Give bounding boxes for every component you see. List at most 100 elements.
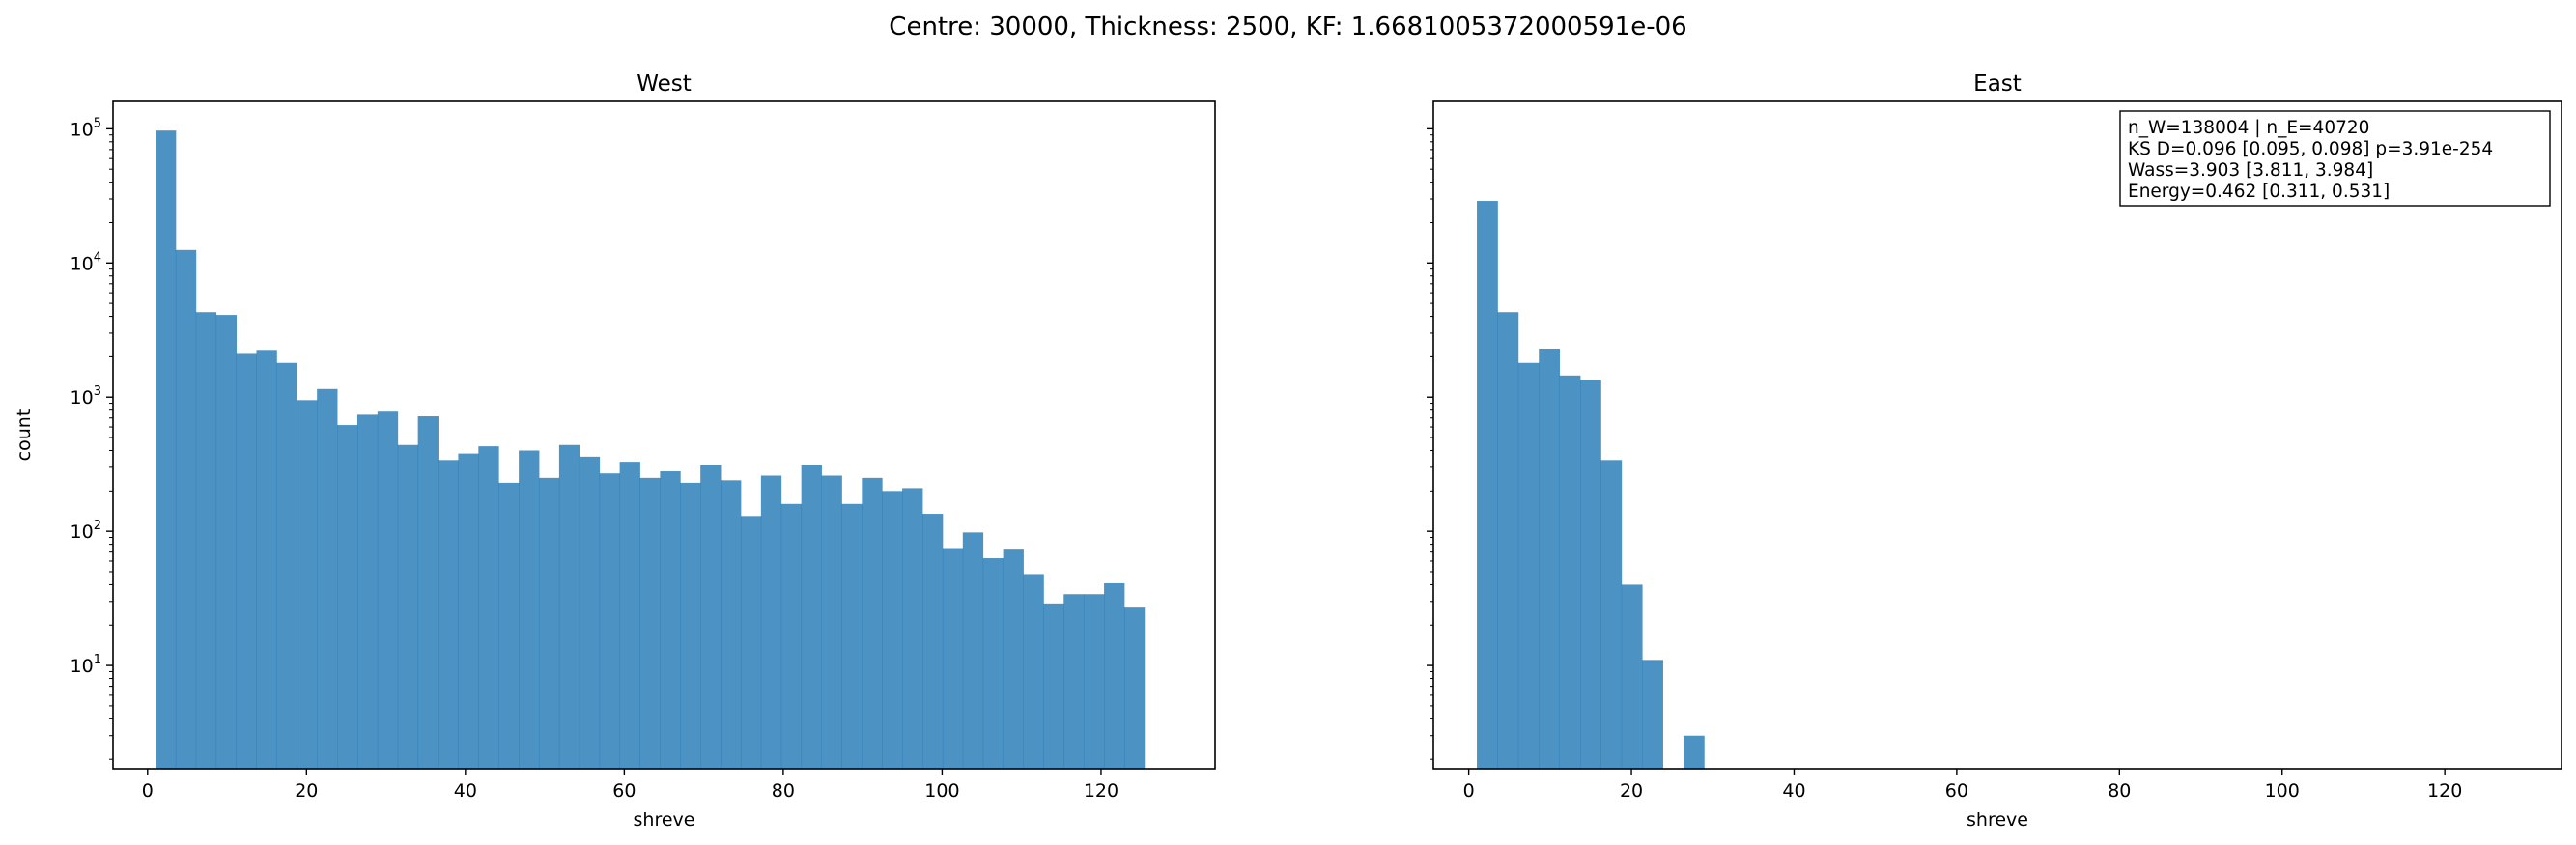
west-bar	[841, 503, 863, 769]
west-bar	[539, 477, 560, 769]
west-bar	[1063, 594, 1085, 769]
west-bar	[478, 446, 499, 769]
east-bar	[1539, 348, 1561, 769]
west-y-tick-label: 105	[71, 116, 101, 140]
east-title: East	[1973, 71, 2022, 97]
west-bar	[579, 456, 601, 769]
west-bar	[1003, 549, 1024, 769]
east-bar	[1517, 362, 1540, 769]
west-bar	[619, 462, 640, 769]
west-y-tick-label: 104	[71, 250, 101, 274]
east-bar	[1559, 375, 1581, 769]
west-bar	[297, 400, 318, 769]
east-bar	[1477, 201, 1498, 770]
west-bar	[721, 480, 742, 769]
west-bar	[962, 532, 984, 769]
west-bar	[215, 315, 237, 769]
west-title: West	[637, 71, 692, 97]
east-bar	[1621, 584, 1643, 769]
east-bar	[1642, 660, 1663, 769]
west-bar	[558, 444, 580, 769]
west-bar	[780, 503, 803, 769]
west-x-tick-label: 20	[295, 780, 318, 802]
west-bar	[760, 475, 782, 769]
west-bar	[942, 548, 964, 769]
west-bar	[397, 444, 419, 769]
west-bar	[256, 350, 277, 769]
east-x-tick-label: 40	[1782, 780, 1805, 802]
west-bar	[1084, 594, 1105, 769]
east-axes-frame	[1432, 100, 2562, 770]
stats-annotation-line: Energy=0.462 [0.311, 0.531]	[2128, 182, 2390, 202]
east-x-tick-label: 60	[1945, 780, 1968, 802]
west-x-ticks: 0 20 40 60 80 100 120	[142, 769, 1118, 802]
west-bar	[700, 465, 722, 769]
west-bar	[276, 362, 297, 769]
west-x-tick-label: 120	[1084, 780, 1118, 802]
west-x-tick-label: 80	[772, 780, 795, 802]
west-bar	[801, 465, 822, 769]
east-bar	[1497, 312, 1519, 769]
west-bar	[902, 488, 923, 769]
west-bar	[1123, 607, 1146, 769]
east-y-ticks	[1427, 127, 1433, 760]
west-bars	[156, 130, 1146, 770]
west-x-axis-label: shreve	[634, 809, 695, 831]
stats-annotation-box	[2119, 110, 2551, 207]
east-x-tick-label: 80	[2108, 780, 2131, 802]
west-bar	[1104, 582, 1125, 769]
east-bars	[1477, 201, 1705, 770]
west-bar	[821, 475, 842, 769]
stats-annotation-line: n_W=138004 | n_E=40720	[2128, 118, 2369, 138]
west-bar	[356, 414, 379, 769]
east-x-tick-label: 120	[2427, 780, 2462, 802]
east-x-tick-label: 0	[1463, 780, 1475, 802]
east-x-ticks: 0 20 40 60 80 100 120	[1463, 769, 2462, 802]
west-y-ticks: 101 102 103 104 105	[71, 116, 113, 760]
west-axes-frame	[112, 100, 1216, 770]
west-bar	[156, 130, 177, 769]
west-x-tick-label: 60	[612, 780, 636, 802]
west-bar	[982, 558, 1005, 769]
east-bar	[1683, 735, 1705, 769]
west-y-tick-label: 103	[71, 384, 101, 408]
west-bar	[1023, 574, 1044, 769]
west-panel: 0 20 40 60 80 100 120 101 102 103 104 105 West shreve…	[14, 71, 1216, 831]
west-x-tick-label: 40	[454, 780, 477, 802]
west-x-tick-label: 100	[924, 780, 959, 802]
west-bar	[660, 471, 681, 769]
west-bar	[337, 425, 358, 769]
west-bar	[458, 453, 479, 769]
west-bar	[599, 473, 620, 769]
west-y-tick-label: 101	[71, 653, 101, 677]
stats-annotation-line: KS D=0.096 [0.095, 0.098] p=3.91e-254	[2128, 139, 2493, 159]
west-bar	[639, 477, 661, 769]
west-y-axis-label: count	[14, 409, 35, 462]
west-bar	[1043, 603, 1064, 769]
west-bar	[317, 388, 338, 769]
east-bar	[1580, 380, 1601, 769]
east-bar	[1600, 460, 1623, 769]
figure-suptitle: Centre: 30000, Thickness: 2500, KF: 1.66…	[889, 13, 1686, 42]
east-x-tick-label: 100	[2265, 780, 2300, 802]
west-bar	[862, 477, 883, 769]
east-panel: 0 20 40 60 80 100 120 East shreve n_W=138004 | n_…	[1427, 71, 2562, 831]
west-bar	[680, 482, 701, 769]
west-bar	[175, 249, 197, 770]
west-bar	[519, 450, 540, 769]
west-y-tick-label: 102	[71, 519, 101, 543]
stats-annotation-line: Wass=3.903 [3.811, 3.984]	[2128, 160, 2373, 181]
west-x-tick-label: 0	[142, 780, 154, 802]
east-x-tick-label: 20	[1620, 780, 1643, 802]
west-bar	[417, 416, 439, 769]
west-bar	[922, 514, 944, 769]
west-bar	[377, 411, 399, 769]
west-bar	[438, 460, 459, 769]
west-bar	[195, 312, 217, 769]
west-bar	[740, 516, 762, 769]
east-x-axis-label: shreve	[1967, 809, 2028, 831]
west-bar	[498, 482, 520, 769]
west-bar	[236, 353, 257, 769]
